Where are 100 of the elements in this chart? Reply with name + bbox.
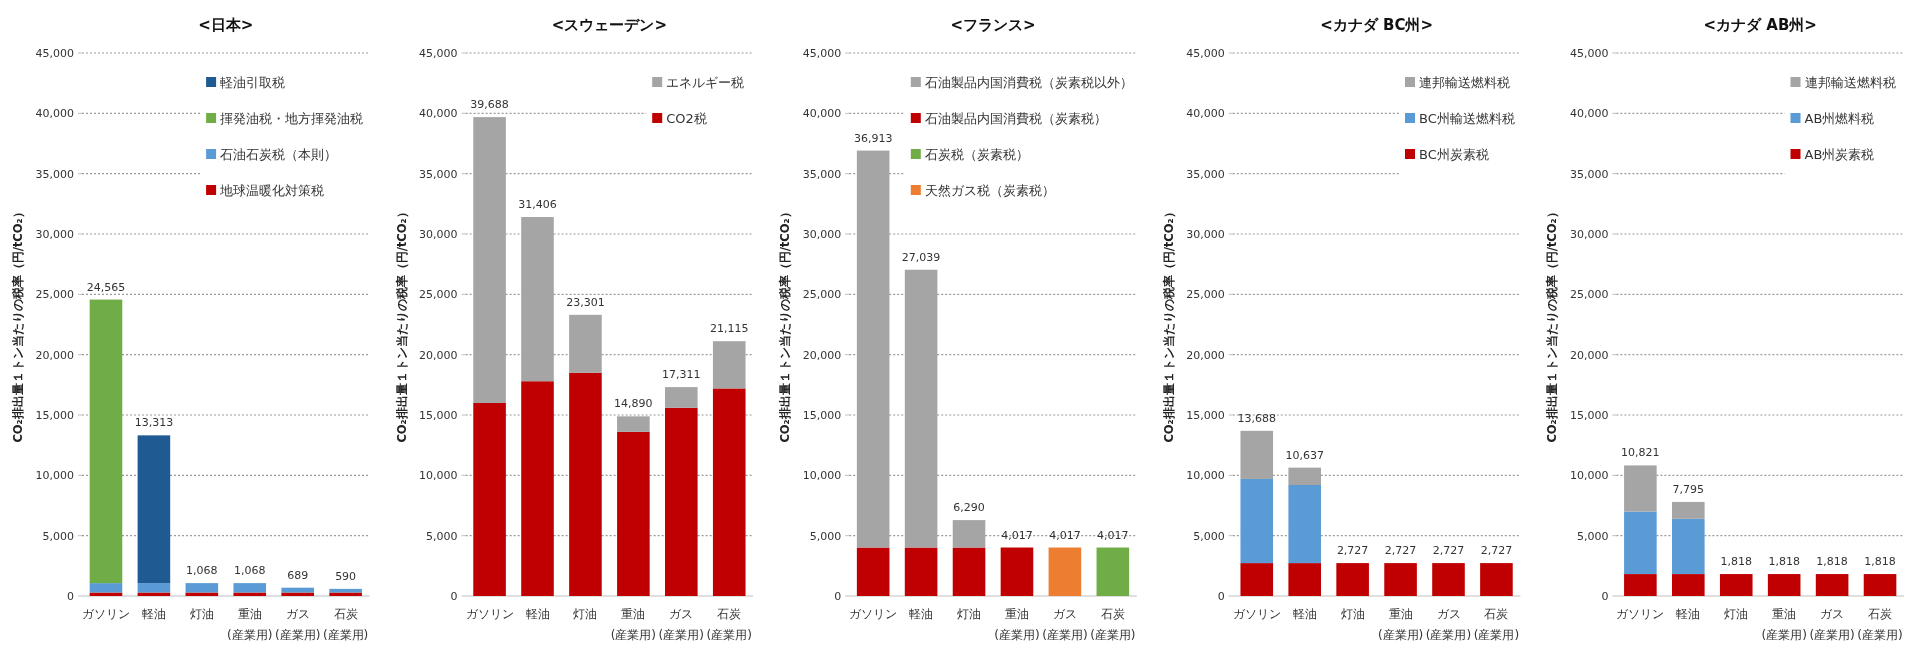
total-label: 1,068 (186, 564, 218, 578)
bar (185, 583, 219, 593)
bar (1480, 563, 1513, 596)
y-tick-label: 10,000 (35, 469, 74, 483)
y-tick-label: 20,000 (802, 348, 842, 362)
total-label: 36,913 (853, 131, 893, 145)
bar (1000, 547, 1034, 596)
bar (1815, 574, 1849, 596)
total-label: 31,406 (518, 198, 557, 212)
total-label: 590 (335, 569, 357, 583)
legend-label: 石油製品内国消費税（炭素税） (924, 111, 1107, 126)
bar (1240, 563, 1274, 596)
legend-label: 連邦輸送燃料税 (1804, 75, 1896, 90)
x-tick-label: 軽油 (1676, 607, 1701, 621)
y-tick-label: 40,000 (1569, 107, 1609, 121)
y-tick-label: 30,000 (802, 228, 842, 241)
x-tick-label: 軽油 (909, 607, 934, 621)
total-label: 2,727 (1384, 544, 1417, 558)
y-tick-label: 20,000 (1186, 348, 1225, 362)
x-tick-label: ガス (産業用) (1042, 607, 1088, 642)
total-label: 2,727 (1480, 544, 1513, 558)
y-tick-label: 45,000 (1569, 47, 1609, 60)
bar (1384, 563, 1417, 596)
y-tick-label: 5,000 (809, 529, 842, 543)
bar (569, 372, 602, 596)
y-tick-label: 20,000 (35, 348, 74, 362)
legend-label: 石油石炭税（本則） (220, 147, 338, 162)
chart-title: <カナダ AB州> (1703, 16, 1817, 34)
y-tick-label: 35,000 (419, 167, 458, 181)
y-tick-label: 0 (1217, 590, 1225, 603)
legend-label: 石炭税（炭素税） (924, 147, 1029, 162)
y-tick-label: 0 (450, 590, 458, 603)
y-tick-label: 15,000 (802, 409, 842, 422)
legend-label: 揮発油税・地方揮発油税 (220, 111, 364, 126)
bar (521, 381, 554, 596)
y-tick-label: 0 (67, 590, 74, 603)
x-tick-label: 石炭 (産業用) (1857, 607, 1903, 642)
x-tick-label: 重油 (産業用) (610, 607, 657, 642)
y-tick-label: 45,000 (419, 47, 458, 60)
total-label: 13,313 (134, 416, 174, 430)
y-axis-title: CO₂排出量１トン当たりの税率（円/tCO₂） (778, 206, 793, 443)
x-tick-label: ガス (産業用) (1425, 607, 1472, 642)
x-tick-label: 灯油 (1340, 607, 1365, 621)
x-tick-label: 石炭 (産業用) (1090, 607, 1136, 642)
bar (89, 583, 123, 593)
x-tick-label: 灯油 (573, 607, 598, 621)
bar (1767, 574, 1801, 596)
y-axis-title: CO₂排出量１トン当たりの税率（円/tCO₂） (1545, 206, 1560, 443)
x-tick-label: 重油 (産業用) (1761, 607, 1807, 642)
total-label: 13,688 (1237, 411, 1277, 425)
y-tick-label: 25,000 (35, 288, 74, 302)
x-tick-label: ガス (産業用) (658, 607, 704, 642)
y-tick-label: 30,000 (1569, 228, 1609, 241)
total-label: 2,727 (1336, 544, 1369, 558)
bar (1624, 511, 1657, 575)
total-label: 24,565 (86, 280, 126, 294)
legend-label: BC州輸送燃料税 (1419, 111, 1515, 126)
total-label: 23,301 (566, 295, 605, 309)
legend-label: AB州燃料税 (1804, 111, 1875, 126)
y-tick-label: 10,000 (802, 469, 842, 483)
bar (1672, 574, 1705, 596)
x-tick-label: ガソリン (81, 607, 130, 621)
total-label: 2,727 (1432, 544, 1465, 558)
legend-label: 地球温暖化対策税 (219, 183, 325, 198)
y-tick-label: 40,000 (1186, 107, 1225, 121)
x-tick-label: ガソリン (849, 607, 898, 621)
x-tick-label: 軽油 (1292, 607, 1317, 621)
y-axis-title: CO₂排出量１トン当たりの税率（円/tCO₂） (394, 206, 409, 443)
y-tick-label: 0 (834, 590, 842, 603)
y-tick-label: 25,000 (1569, 288, 1609, 302)
legend-label: BC州炭素税 (1419, 147, 1489, 162)
bar (1672, 518, 1705, 575)
bar (281, 587, 314, 593)
total-label: 1,068 (234, 564, 266, 578)
bar (1096, 547, 1130, 596)
y-tick-label: 30,000 (35, 228, 74, 241)
y-tick-label: 20,000 (1569, 348, 1609, 362)
x-tick-label: 軽油 (525, 607, 550, 621)
y-tick-label: 35,000 (1186, 167, 1225, 181)
legend-label: 連邦輸送燃料税 (1419, 75, 1510, 90)
y-tick-label: 20,000 (419, 348, 458, 362)
y-tick-label: 45,000 (1186, 47, 1225, 60)
bar (1719, 574, 1753, 596)
y-tick-label: 15,000 (1569, 409, 1609, 422)
bar (329, 588, 362, 593)
y-tick-label: 25,000 (802, 288, 842, 302)
y-tick-label: 15,000 (1186, 409, 1225, 422)
total-label: 4,017 (1097, 528, 1129, 542)
bar (233, 583, 267, 593)
bar (1240, 478, 1274, 564)
bar (617, 431, 650, 596)
bar (1288, 484, 1321, 564)
total-label: 21,115 (709, 322, 749, 336)
bar (89, 299, 123, 584)
total-label: 14,890 (614, 397, 653, 411)
x-tick-label: ガス (産業用) (275, 607, 321, 642)
bar (665, 407, 698, 596)
total-label: 4,017 (1001, 528, 1033, 542)
bar (1048, 547, 1082, 596)
total-label: 1,818 (1864, 555, 1896, 569)
